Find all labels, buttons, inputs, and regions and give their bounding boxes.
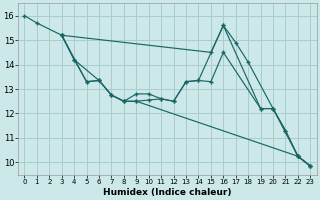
X-axis label: Humidex (Indice chaleur): Humidex (Indice chaleur) [103, 188, 232, 197]
